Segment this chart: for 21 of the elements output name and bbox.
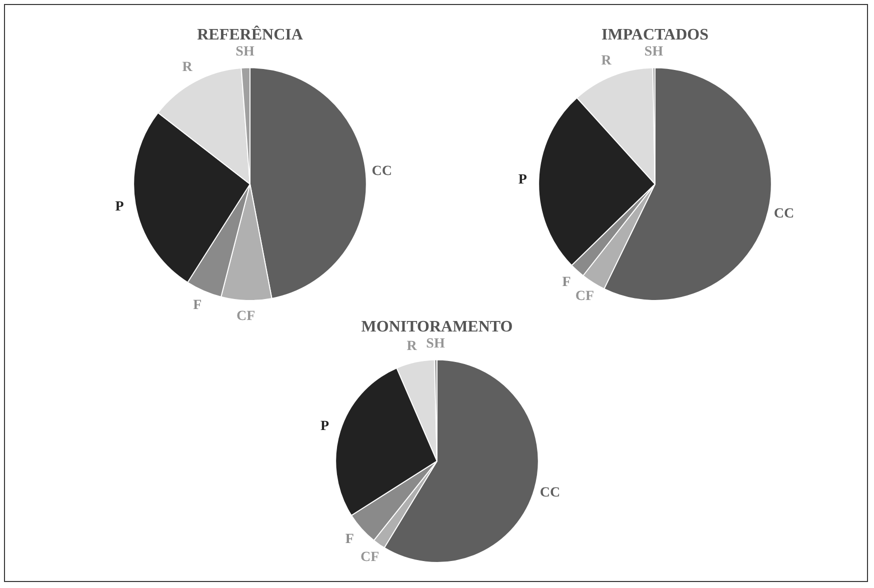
slice-label: CC: [774, 206, 794, 222]
slice-label: R: [406, 339, 418, 354]
slice-label: CF: [360, 550, 380, 565]
slice-label: F: [345, 532, 354, 548]
slice-label: CC: [540, 485, 560, 500]
slice-label: F: [193, 298, 202, 314]
slice-label: P: [518, 172, 528, 188]
slice-label: SH: [236, 44, 254, 60]
slice-label: R: [182, 60, 194, 76]
slice-label: CC: [372, 164, 392, 180]
slice-label: SH: [644, 44, 664, 60]
chart-title: IMPACTADOS: [602, 26, 709, 44]
slice-label: F: [562, 275, 571, 290]
slice-label: P: [115, 199, 124, 214]
slice-label: R: [601, 54, 612, 69]
chart-title: REFERÊNCIA: [197, 26, 304, 44]
slice-label: CF: [575, 288, 594, 304]
slice-label: P: [320, 419, 330, 434]
slice-label: SH: [426, 336, 445, 352]
chart-title: MONITORAMENTO: [361, 318, 513, 336]
slice-label: CF: [236, 309, 256, 324]
